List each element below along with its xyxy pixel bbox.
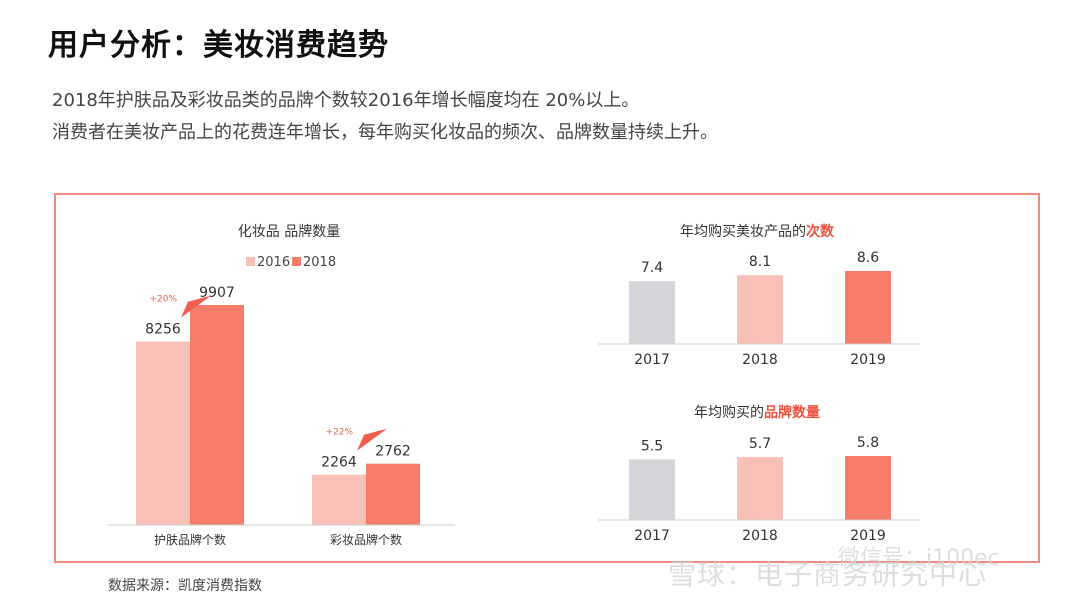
chart2-xlabel-2017: 2017 <box>634 352 670 368</box>
chart3-bar-2018 <box>737 457 783 520</box>
value-label-makeup-2018: 2762 <box>375 444 411 460</box>
chart3-bar-2019 <box>845 456 891 520</box>
growth-arrow-icon <box>181 295 211 318</box>
value-label-skincare-2016: 8256 <box>145 322 181 338</box>
chart2-bar-2019 <box>845 271 891 344</box>
chart3-xlabel-2018: 2018 <box>742 528 778 544</box>
legend-swatch-2016 <box>246 257 255 266</box>
chart3-title: 年均购买的品牌数量 <box>694 404 820 421</box>
subtitle-line-2: 消费者在美妆产品上的花费连年增长，每年购买化妆品的频次、品牌数量持续上升。 <box>52 122 718 143</box>
chart2-bar-2018 <box>737 275 783 344</box>
chart2-title-highlight: 次数 <box>806 223 835 240</box>
chart3-bar-2017 <box>629 459 675 520</box>
watermark-xueqiu: 雪球：电子商务研究中心 <box>668 558 988 591</box>
legend-label-2018: 2018 <box>303 255 336 270</box>
chart3-value-2017: 5.5 <box>641 438 663 454</box>
value-label-makeup-2016: 2264 <box>321 455 357 471</box>
chart2-value-2019: 8.6 <box>857 250 879 266</box>
chart2-value-2018: 8.1 <box>749 254 771 270</box>
chart3-value-2019: 5.8 <box>857 435 879 451</box>
chart3-xlabel-2019: 2019 <box>850 528 886 544</box>
growth-label-1: +22% <box>325 428 353 438</box>
category-label-0: 护肤品牌个数 <box>154 532 226 547</box>
subtitle-line-1: 2018年护肤品及彩妆品类的品牌个数较2016年增长幅度均在 20%以上。 <box>52 90 640 111</box>
watermark-wechat: 微信号：i100ec <box>838 546 1000 571</box>
chart2-xlabel-2018: 2018 <box>742 352 778 368</box>
category-label-1: 彩妆品牌个数 <box>330 532 402 547</box>
chart3-xlabel-2017: 2017 <box>634 528 670 544</box>
chart2-title: 年均购买美妆产品的次数 <box>680 223 835 240</box>
bar-makeup-2016 <box>312 474 366 525</box>
chart2-xlabel-2019: 2019 <box>850 352 886 368</box>
page-title: 用户分析：美妆消费趋势 <box>48 28 389 63</box>
chart3-title-highlight: 品牌数量 <box>764 404 820 421</box>
chart2-title-prefix: 年均购买美妆产品的 <box>680 224 806 240</box>
chart3-value-2018: 5.7 <box>749 436 771 452</box>
chart1-title: 化妆品 品牌数量 <box>238 223 340 240</box>
chart2-bar-2017 <box>629 281 675 344</box>
chart-panel <box>54 193 1040 563</box>
bar-skincare-2018 <box>190 305 244 525</box>
legend-swatch-2018 <box>292 257 301 266</box>
chart2-value-2017: 7.4 <box>641 260 663 276</box>
chart3-title-prefix: 年均购买的 <box>694 405 764 421</box>
bar-makeup-2018 <box>366 463 420 525</box>
data-source: 数据来源：凯度消费指数 <box>108 578 262 594</box>
growth-label-0: +20% <box>149 295 177 305</box>
growth-arrow-icon <box>357 428 387 451</box>
legend-label-2016: 2016 <box>257 255 290 270</box>
bar-skincare-2016 <box>136 341 190 525</box>
